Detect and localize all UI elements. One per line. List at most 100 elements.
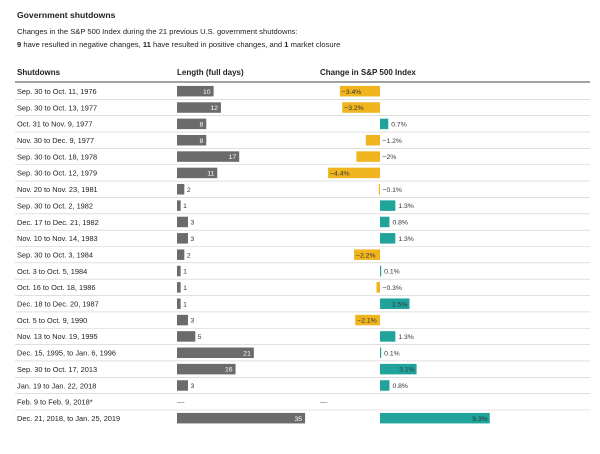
change-bar-negative <box>328 167 380 179</box>
row-label: Jan. 19 to Jan. 22, 2018 <box>17 381 96 390</box>
row-label: Nov. 30 to Dec. 9, 1977 <box>17 136 94 145</box>
length-bar <box>177 331 196 342</box>
positive-text: have resulted in positive changes, and <box>150 40 285 49</box>
length-value-label: 17 <box>229 154 237 161</box>
length-bar <box>177 184 185 195</box>
row-label: Dec. 21, 2018, to Jan. 25, 2019 <box>17 414 120 423</box>
column-header-shutdowns: Shutdowns <box>17 68 61 77</box>
length-value-label: 35 <box>295 416 303 423</box>
length-value-label: 21 <box>243 350 251 357</box>
change-value-label: 0.8% <box>392 220 408 227</box>
row-label: Oct. 5 to Oct. 9, 1990 <box>17 316 87 325</box>
length-value-label: 2 <box>187 187 191 194</box>
length-bar <box>177 118 207 130</box>
row-label: Sep. 30 to Oct. 11, 1976 <box>17 87 97 96</box>
row-label: Sep. 30 to Oct. 3, 1984 <box>17 250 93 259</box>
row-label: Sep. 30 to Oct. 18, 1978 <box>17 152 97 161</box>
length-bar <box>177 200 181 211</box>
column-header-change: Change in S&P 500 Index <box>320 68 416 77</box>
change-bar-positive <box>380 347 382 359</box>
change-bar-negative <box>365 134 380 146</box>
row-label: Dec. 18 to Dec. 20, 1987 <box>17 300 99 309</box>
change-value-label: 3.1% <box>399 367 415 374</box>
closure-text: market closure <box>288 40 341 49</box>
row-label: Sep. 30 to Oct. 17, 2013 <box>17 365 97 374</box>
chart-title: Government shutdowns <box>17 10 116 20</box>
length-value-label: 1 <box>183 285 187 292</box>
column-header-length: Length (full days) <box>177 68 244 77</box>
change-bar-negative <box>339 85 380 97</box>
negative-count: 9 <box>17 40 22 49</box>
length-value-label: 3 <box>190 236 194 243</box>
length-value-label: 5 <box>198 334 202 341</box>
length-value-label: 2 <box>187 252 191 259</box>
length-value-label: — <box>177 397 185 406</box>
change-bar-negative <box>342 102 380 113</box>
change-value-label: 1.3% <box>398 203 414 210</box>
change-value-label: — <box>320 397 328 406</box>
row-label: Feb. 9 to Feb. 9, 2018* <box>17 398 93 407</box>
length-bar <box>177 85 214 97</box>
change-value-label: −0.1% <box>383 187 402 194</box>
length-value-label: 16 <box>225 367 233 374</box>
change-value-label: 0.7% <box>391 121 407 128</box>
length-bar <box>177 380 188 391</box>
change-bar-positive <box>380 200 396 211</box>
row-label: Dec. 17 to Dec. 21, 1982 <box>17 218 99 227</box>
length-value-label: 10 <box>203 89 211 96</box>
negative-text: have resulted in negative changes, <box>21 40 143 49</box>
row-label: Oct. 16 to Oct. 18, 1986 <box>17 283 95 292</box>
change-value-label: −2% <box>383 154 397 161</box>
change-value-label: −1.2% <box>383 138 402 145</box>
change-value-label: 0.1% <box>384 350 400 357</box>
length-bar <box>177 151 240 162</box>
change-value-label: −3.2% <box>344 105 363 112</box>
change-value-label: −3.4% <box>342 89 361 96</box>
length-bar <box>177 216 188 228</box>
row-label: Nov. 13 to Nov. 19, 1995 <box>17 332 98 341</box>
length-bar <box>177 167 218 179</box>
length-bar <box>177 233 188 244</box>
length-bar <box>177 134 207 146</box>
length-value-label: 3 <box>190 220 194 227</box>
change-bar-negative <box>356 151 380 162</box>
change-bar-negative <box>355 314 380 326</box>
length-value-label: 12 <box>210 105 218 112</box>
length-value-label: 3 <box>190 318 194 325</box>
change-bar-negative <box>376 282 380 293</box>
change-value-label: 9.3% <box>472 416 488 423</box>
length-value-label: 1 <box>183 203 187 210</box>
length-value-label: 8 <box>199 121 203 128</box>
change-value-label: 1.3% <box>398 236 414 243</box>
length-bar <box>177 314 188 326</box>
length-bar <box>177 102 221 113</box>
change-bar-negative <box>378 184 380 195</box>
length-bar <box>177 282 181 293</box>
closure-count: 1 <box>284 40 289 49</box>
row-label: Sep. 30 to Oct. 13, 1977 <box>17 103 97 112</box>
change-value-label: −2.2% <box>356 252 375 259</box>
change-value-label: 1.3% <box>398 334 414 341</box>
row-label: Sep. 30 to Oct. 2, 1982 <box>17 201 93 210</box>
change-value-label: −0.3% <box>383 285 402 292</box>
row-label: Sep. 30 to Oct. 12, 1979 <box>17 169 97 178</box>
change-bar-positive <box>380 331 396 342</box>
change-bar-positive <box>380 380 390 391</box>
chart-subtitle-line1: Changes in the S&P 500 Index during the … <box>17 27 298 36</box>
change-bar-positive <box>380 216 390 228</box>
change-bar-positive <box>380 412 490 424</box>
length-bar <box>177 249 185 260</box>
change-value-label: −4.4% <box>330 171 349 178</box>
row-label: Oct. 31 to Nov. 9, 1977 <box>17 120 92 129</box>
length-bar <box>177 265 181 277</box>
length-bar <box>177 298 181 309</box>
length-value-label: 1 <box>183 301 187 308</box>
length-value-label: 3 <box>190 383 194 390</box>
row-label: Oct. 3 to Oct. 5, 1984 <box>17 267 87 276</box>
change-bar-positive <box>380 118 389 130</box>
length-bar <box>177 363 236 375</box>
row-label: Nov. 20 to Nov. 23, 1981 <box>17 185 98 194</box>
change-bar-positive <box>380 363 417 375</box>
change-bar-negative <box>354 249 380 260</box>
